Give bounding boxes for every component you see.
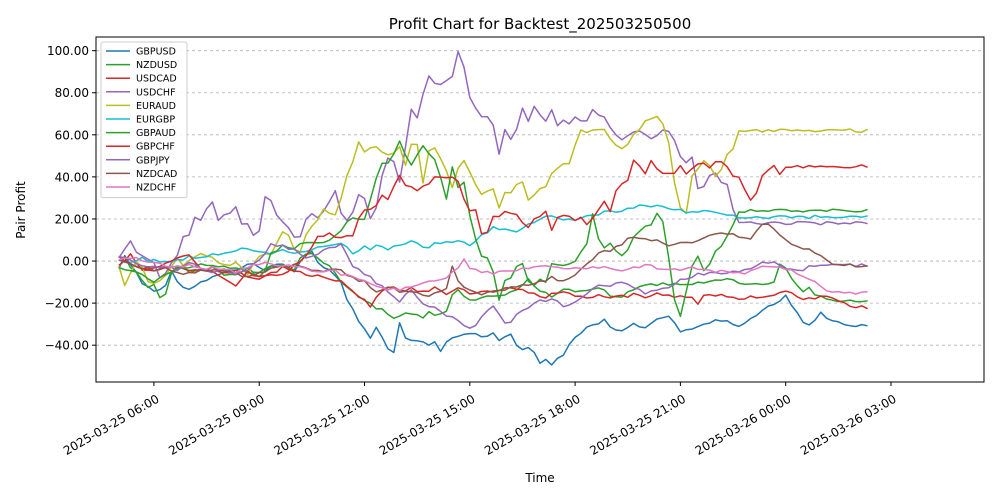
- series-line-usdchf: [118, 50, 868, 279]
- series-line-nzdchf: [118, 256, 868, 295]
- legend-label: NZDUSD: [136, 60, 177, 71]
- series-lines: [118, 50, 868, 366]
- y-axis-label: Pair Profit: [14, 181, 28, 239]
- x-axis-label: Time: [524, 471, 554, 485]
- series-line-eurgbp: [118, 204, 868, 264]
- legend-box: [100, 41, 188, 199]
- legend-label: NZDCHF: [136, 183, 176, 194]
- legend-label: GBPUSD: [136, 47, 176, 58]
- legend-label: USDCAD: [136, 74, 177, 85]
- series-line-usdcad: [118, 253, 868, 310]
- series-line-gbpusd: [118, 250, 868, 366]
- series-line-gbpaud: [118, 140, 868, 318]
- y-axis: −40.00 −20.00 0.00 20.00 40.00 60.00 80.00 100.…: [45, 44, 96, 353]
- y-tick-label: 60.00: [55, 128, 89, 142]
- legend-label: USDCHF: [136, 87, 176, 98]
- y-tick-label: 40.00: [55, 170, 89, 184]
- plot-area: [95, 36, 985, 383]
- legend-label: NZDCAD: [136, 169, 177, 180]
- legend-label: GBPCHF: [136, 142, 175, 153]
- series-line-gbpjpy: [118, 242, 868, 329]
- legend-label: GBPAUD: [136, 128, 176, 139]
- legend-label: EURGBP: [136, 115, 175, 126]
- legend: GBPUSD NZDUSD USDCAD USDCHF EURAUD EURGBP GBPA…: [100, 41, 188, 199]
- y-tick-label: 80.00: [55, 86, 89, 100]
- y-tick-label: 100.00: [47, 44, 89, 58]
- plot-frame: [95, 36, 985, 383]
- y-tick-label: −40.00: [45, 339, 89, 353]
- legend-label: EURAUD: [136, 101, 176, 112]
- y-tick-label: −20.00: [45, 297, 89, 311]
- y-tick-label: 20.00: [55, 212, 89, 226]
- legend-label: GBPJPY: [136, 155, 170, 166]
- series-line-nzdcad: [118, 223, 868, 297]
- y-tick-label: 0.00: [62, 255, 89, 269]
- chart-title: Profit Chart for Backtest_202503250500: [389, 15, 692, 34]
